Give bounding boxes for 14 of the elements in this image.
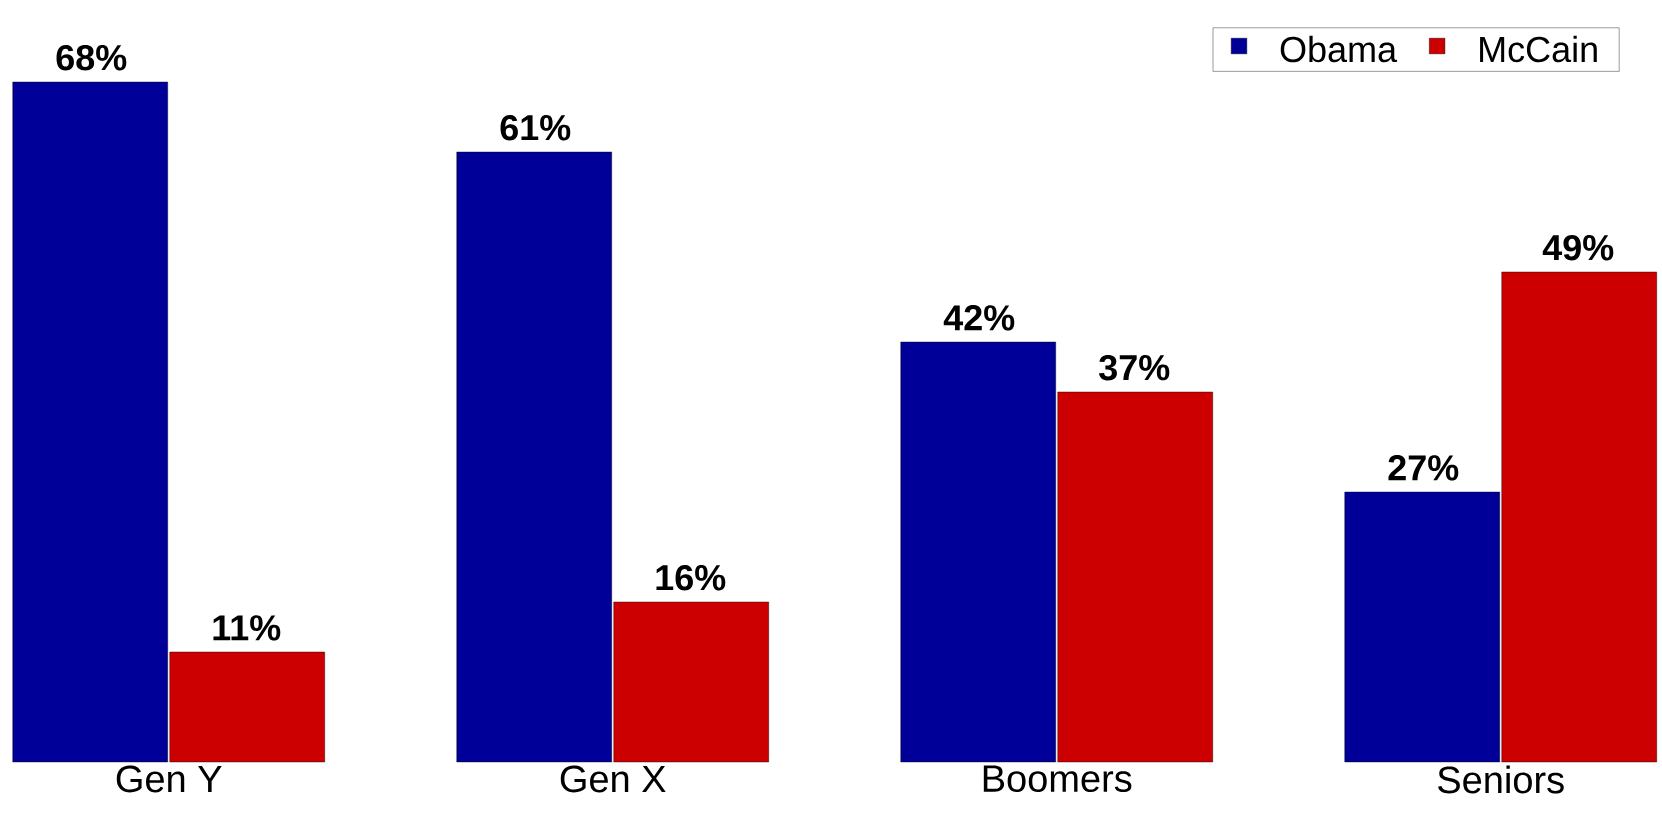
- legend-label: Obama: [1280, 35, 1398, 63]
- x-tick-label: Gen X: [560, 765, 666, 793]
- data-label: 11%: [213, 615, 281, 641]
- data-label: 61%: [500, 114, 571, 141]
- data-label: 16%: [656, 564, 726, 591]
- x-tick-label: Seniors: [1438, 765, 1564, 794]
- data-label: 37%: [1099, 354, 1170, 381]
- x-tick-label: Gen Y: [116, 765, 222, 793]
- data-label: 42%: [943, 305, 1015, 331]
- data-label: 49%: [1542, 234, 1614, 261]
- legend-label: McCain: [1480, 35, 1597, 63]
- data-label: 68%: [56, 44, 127, 71]
- data-label: 27%: [1388, 455, 1459, 481]
- x-tick-label: Boomers: [983, 765, 1132, 793]
